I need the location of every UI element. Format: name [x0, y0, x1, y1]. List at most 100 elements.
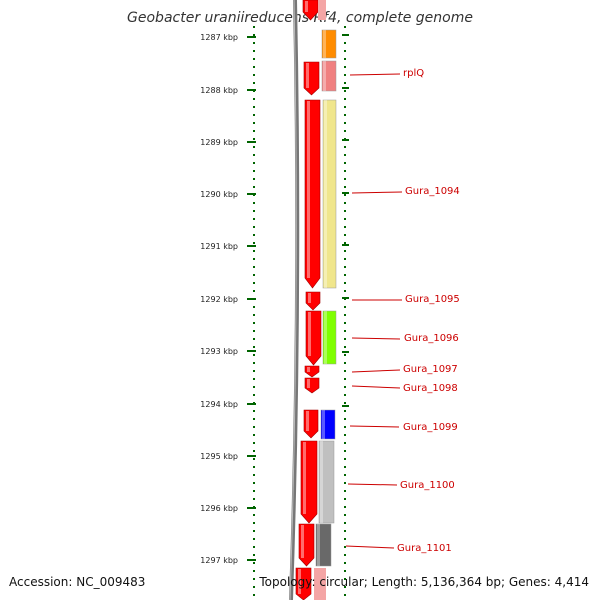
ruler-dot [253, 594, 255, 596]
callout-line [345, 545, 395, 549]
gene-arrow-shine [306, 63, 309, 88]
gene-feature-shine [317, 524, 320, 566]
ruler-label: 1293 kbp [200, 347, 238, 356]
track-dot [344, 146, 346, 148]
gene-arrow-shine [305, 1, 308, 12]
ruler-dot [253, 242, 255, 244]
ruler-dot [253, 66, 255, 68]
track-dot [344, 554, 346, 556]
gene-feature-shine [320, 441, 323, 523]
track-dot [344, 186, 346, 188]
gene-arrow-shine [307, 367, 310, 372]
gene-feature-block [321, 60, 337, 92]
ruler-dot [253, 522, 255, 524]
ruler-dot [253, 202, 255, 204]
track-dot [344, 474, 346, 476]
ruler-dot [253, 98, 255, 100]
track-dot [344, 442, 346, 444]
track-dot [344, 562, 346, 564]
gene-feature-shine [323, 61, 326, 91]
ruler-dot [253, 338, 255, 340]
track-dot [344, 258, 346, 260]
track-dot [344, 170, 346, 172]
track-dot [344, 530, 346, 532]
ruler-label: 1297 kbp [200, 556, 238, 565]
track-dot [344, 250, 346, 252]
track-dot [344, 234, 346, 236]
track-dot [344, 130, 346, 132]
callout-line [347, 483, 398, 486]
ruler-dot [253, 370, 255, 372]
track-dot [344, 122, 346, 124]
kbp-ruler: 1287 kbp 1288 kbp 1289 kbp 1290 kbp 1291 kbp… [200, 26, 349, 596]
track-dot [344, 402, 346, 404]
ruler-label: 1288 kbp [200, 86, 238, 95]
ruler-dot [253, 154, 255, 156]
track-dot [344, 386, 346, 388]
ruler-tick [247, 507, 256, 509]
genome-title: Geobacter uraniireducens Rf4, complete g… [127, 10, 473, 26]
ruler-tick [247, 403, 256, 405]
ruler-tick [247, 350, 256, 352]
ruler-dot [253, 162, 255, 164]
gene-feature-shine [322, 410, 325, 439]
gene-arrow-shine [307, 101, 310, 278]
ruler-dot [253, 106, 255, 108]
ruler-label: 1287 kbp [200, 33, 238, 42]
ruler-dot [253, 234, 255, 236]
ruler-dot [253, 378, 255, 380]
ruler-dot [253, 330, 255, 332]
ruler-label: 1296 kbp [200, 504, 238, 513]
ruler-dot [253, 130, 255, 132]
ruler-dot [253, 442, 255, 444]
ruler-dot [253, 362, 255, 364]
track-dot [344, 378, 346, 380]
track-dot [344, 82, 346, 84]
ruler-dot [253, 266, 255, 268]
ruler-dot [253, 50, 255, 52]
track-dot [344, 346, 346, 348]
gene-callouts: rplQ Gura_1094 Gura_1095 Gura_1096 Gura_1097… [345, 68, 460, 554]
gene-label: Gura_1095 [405, 294, 460, 305]
gene-label: Gura_1096 [404, 333, 459, 344]
track-dot [344, 450, 346, 452]
gene-label: Gura_1097 [403, 364, 458, 375]
gene-label: Gura_1099 [403, 422, 458, 433]
track-dot [344, 282, 346, 284]
callout-line [351, 385, 401, 389]
ruler-dot [253, 586, 255, 588]
ruler-label: 1292 kbp [200, 295, 238, 304]
ruler-dot [253, 250, 255, 252]
ruler-dot [253, 186, 255, 188]
ruler-tick [247, 141, 256, 143]
track-tick [342, 405, 349, 407]
track-dot [344, 466, 346, 468]
ruler-dot [253, 282, 255, 284]
track-dot [344, 330, 346, 332]
ruler-dot [253, 290, 255, 292]
gene-label: Gura_1101 [397, 543, 452, 554]
callout-line [349, 425, 400, 428]
gene-feature-block [318, 440, 335, 524]
track-dot [344, 210, 346, 212]
track-dot [344, 586, 346, 588]
ruler-dot [253, 410, 255, 412]
gene-feature-shine [324, 100, 327, 288]
ruler-dot [253, 146, 255, 148]
ruler-dot [253, 530, 255, 532]
gene-label: Gura_1098 [403, 383, 458, 394]
track-dot [344, 154, 346, 156]
ruler-dot [253, 274, 255, 276]
ruler-dot [253, 458, 255, 460]
track-tick [342, 244, 349, 246]
ruler-dot [253, 306, 255, 308]
ruler-dot [253, 122, 255, 124]
track-dot [344, 394, 346, 396]
track-dot [344, 370, 346, 372]
track-dot [344, 594, 346, 596]
track-dot [344, 162, 346, 164]
track-dot [344, 514, 346, 516]
track-dot [344, 178, 346, 180]
track-dot [344, 538, 346, 540]
track-dot [344, 290, 346, 292]
